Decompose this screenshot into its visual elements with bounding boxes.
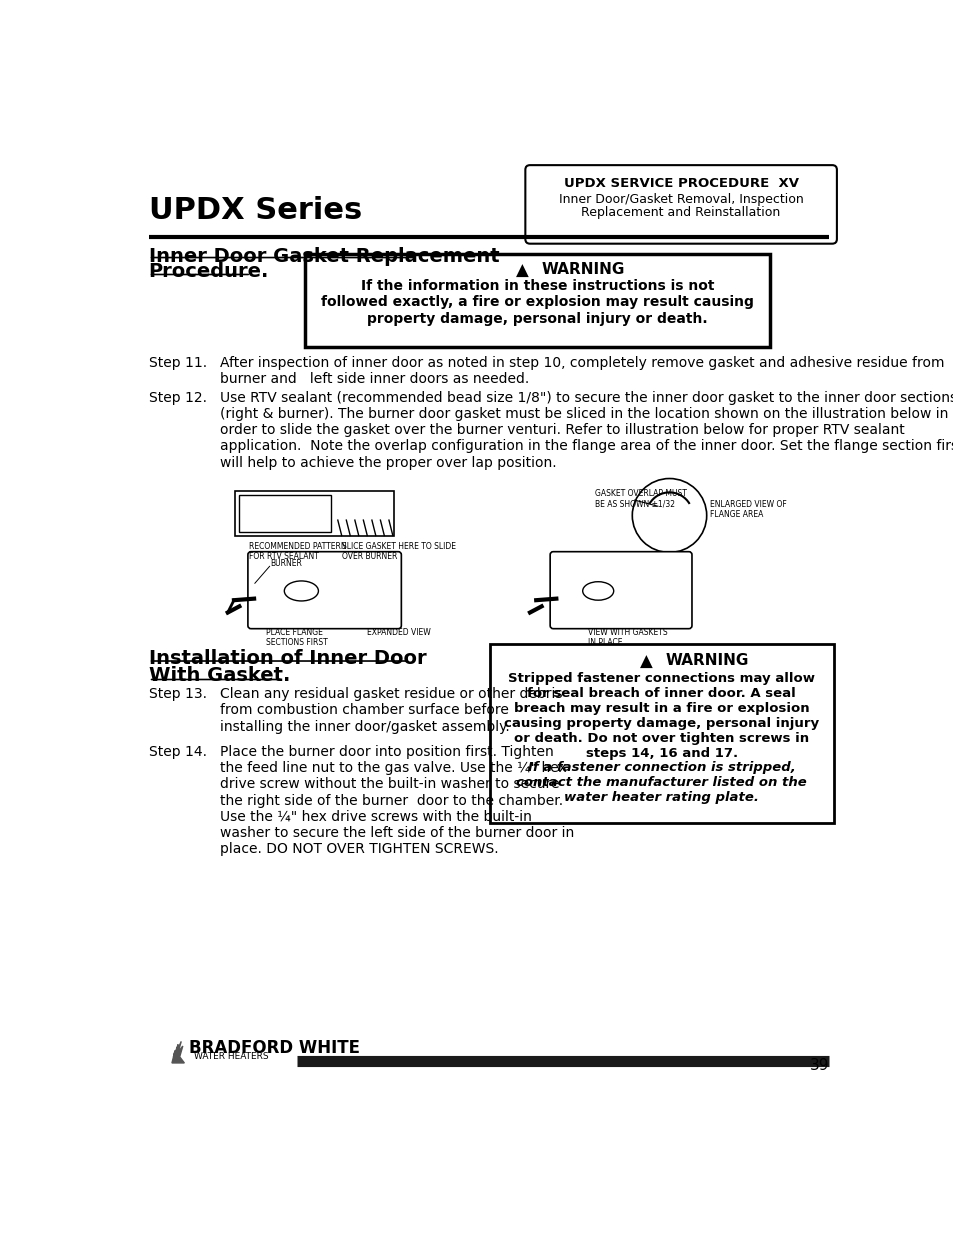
Text: Inner Door/Gasket Removal, Inspection: Inner Door/Gasket Removal, Inspection [558, 193, 802, 206]
Text: After inspection of inner door as noted in step 10, completely remove gasket and: After inspection of inner door as noted … [220, 356, 943, 387]
Text: Procedure.: Procedure. [149, 262, 269, 282]
FancyBboxPatch shape [239, 495, 331, 531]
Text: ▲: ▲ [516, 262, 528, 280]
Text: ▲: ▲ [639, 653, 652, 672]
Text: If the information in these instructions is not
followed exactly, a fire or expl: If the information in these instructions… [321, 279, 754, 326]
Text: WATER HEATERS: WATER HEATERS [194, 1052, 269, 1061]
FancyBboxPatch shape [305, 254, 769, 347]
Text: UPDX Series: UPDX Series [149, 196, 361, 225]
Text: If a fastener connection is stripped,
contact the manufacturer listed on the
wat: If a fastener connection is stripped, co… [516, 761, 806, 804]
Text: BURNER: BURNER [270, 558, 302, 568]
Text: Replacement and Reinstallation: Replacement and Reinstallation [581, 206, 780, 219]
Text: WARNING: WARNING [541, 262, 624, 277]
Text: VIEW WITH GASKETS
IN PLACE: VIEW WITH GASKETS IN PLACE [587, 627, 667, 647]
Text: SLICE GASKET HERE TO SLIDE
OVER BURNER: SLICE GASKET HERE TO SLIDE OVER BURNER [342, 542, 456, 561]
Text: 39: 39 [809, 1058, 828, 1073]
Text: Step 14.: Step 14. [149, 745, 207, 760]
Text: PLACE FLANGE
SECTIONS FIRST: PLACE FLANGE SECTIONS FIRST [266, 627, 328, 647]
Text: WARNING: WARNING [665, 653, 748, 668]
Text: GASKET OVERLAP MUST
BE AS SHOWN ±1/32: GASKET OVERLAP MUST BE AS SHOWN ±1/32 [595, 489, 686, 509]
Text: RECOMMENDED PATTERN
FOR RTV SEALANT: RECOMMENDED PATTERN FOR RTV SEALANT [249, 542, 347, 561]
Text: UPDX SERVICE PROCEDURE  XV: UPDX SERVICE PROCEDURE XV [563, 178, 798, 190]
Text: Place the burner door into position first. Tighten
the feed line nut to the gas : Place the burner door into position firs… [220, 745, 574, 856]
Text: Installation of Inner Door: Installation of Inner Door [149, 648, 426, 668]
Text: Clean any residual gasket residue or other debris
from combustion chamber surfac: Clean any residual gasket residue or oth… [220, 687, 562, 734]
FancyBboxPatch shape [248, 552, 401, 629]
Text: EXPANDED VIEW: EXPANDED VIEW [367, 627, 431, 637]
Text: Step 11.: Step 11. [149, 356, 207, 370]
Text: ENLARGED VIEW OF
FLANGE AREA: ENLARGED VIEW OF FLANGE AREA [709, 500, 785, 520]
Text: Use RTV sealant (recommended bead size 1/8") to secure the inner door gasket to : Use RTV sealant (recommended bead size 1… [220, 390, 953, 469]
FancyBboxPatch shape [525, 165, 836, 243]
Text: Step 12.: Step 12. [149, 390, 207, 405]
FancyBboxPatch shape [235, 490, 394, 536]
Polygon shape [172, 1041, 184, 1063]
FancyBboxPatch shape [550, 552, 691, 629]
Text: Stripped fastener connections may allow
for seal breach of inner door. A seal
br: Stripped fastener connections may allow … [503, 672, 819, 760]
Text: Inner Door Gasket Replacement: Inner Door Gasket Replacement [149, 247, 498, 266]
FancyBboxPatch shape [489, 645, 833, 823]
Text: Step 13.: Step 13. [149, 687, 207, 701]
Text: With Gasket.: With Gasket. [149, 666, 290, 684]
Text: BRADFORD WHITE: BRADFORD WHITE [189, 1039, 359, 1057]
